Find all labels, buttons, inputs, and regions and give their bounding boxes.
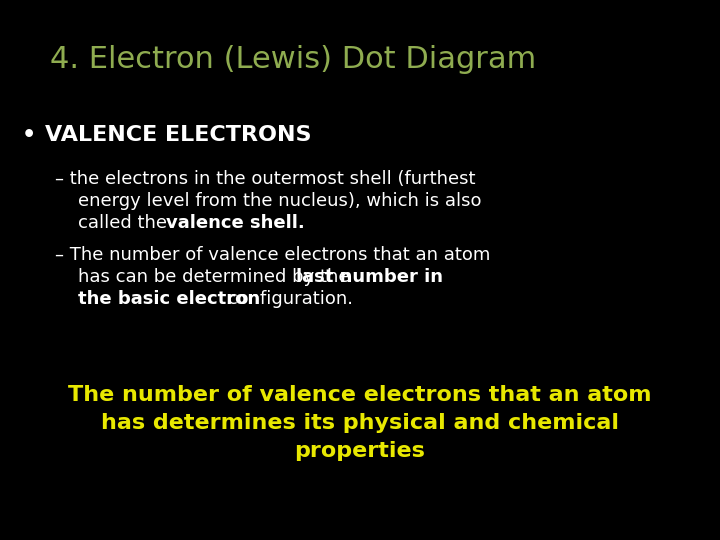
Text: called the: called the: [78, 214, 173, 232]
Text: – The number of valence electrons that an atom: – The number of valence electrons that a…: [55, 246, 490, 264]
Text: energy level from the nucleus), which is also: energy level from the nucleus), which is…: [78, 192, 482, 210]
Text: properties: properties: [294, 441, 426, 461]
Text: 4. Electron (Lewis) Dot Diagram: 4. Electron (Lewis) Dot Diagram: [50, 45, 536, 74]
Text: – the electrons in the outermost shell (furthest: – the electrons in the outermost shell (…: [55, 170, 475, 188]
Text: valence shell.: valence shell.: [166, 214, 305, 232]
Text: the basic electron: the basic electron: [78, 290, 260, 308]
Text: has determines its physical and chemical: has determines its physical and chemical: [101, 413, 619, 433]
Text: The number of valence electrons that an atom: The number of valence electrons that an …: [68, 385, 652, 405]
Text: •: •: [22, 125, 36, 145]
Text: has can be determined by the: has can be determined by the: [78, 268, 355, 286]
Text: configuration.: configuration.: [222, 290, 353, 308]
Text: last number in: last number in: [296, 268, 443, 286]
Text: VALENCE ELECTRONS: VALENCE ELECTRONS: [45, 125, 312, 145]
